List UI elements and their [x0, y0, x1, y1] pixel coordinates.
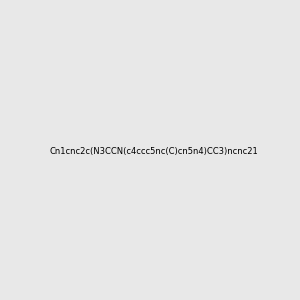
Text: Cn1cnc2c(N3CCN(c4ccc5nc(C)cn5n4)CC3)ncnc21: Cn1cnc2c(N3CCN(c4ccc5nc(C)cn5n4)CC3)ncnc… [50, 147, 258, 156]
